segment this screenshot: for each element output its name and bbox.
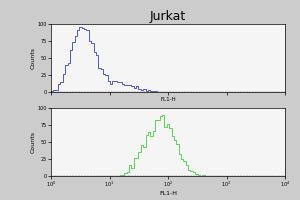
Text: FL1-H: FL1-H	[160, 97, 176, 102]
X-axis label: FL1-H: FL1-H	[159, 191, 177, 196]
Y-axis label: Counts: Counts	[31, 47, 36, 69]
Y-axis label: Counts: Counts	[31, 131, 36, 153]
Title: Jurkat: Jurkat	[150, 10, 186, 23]
